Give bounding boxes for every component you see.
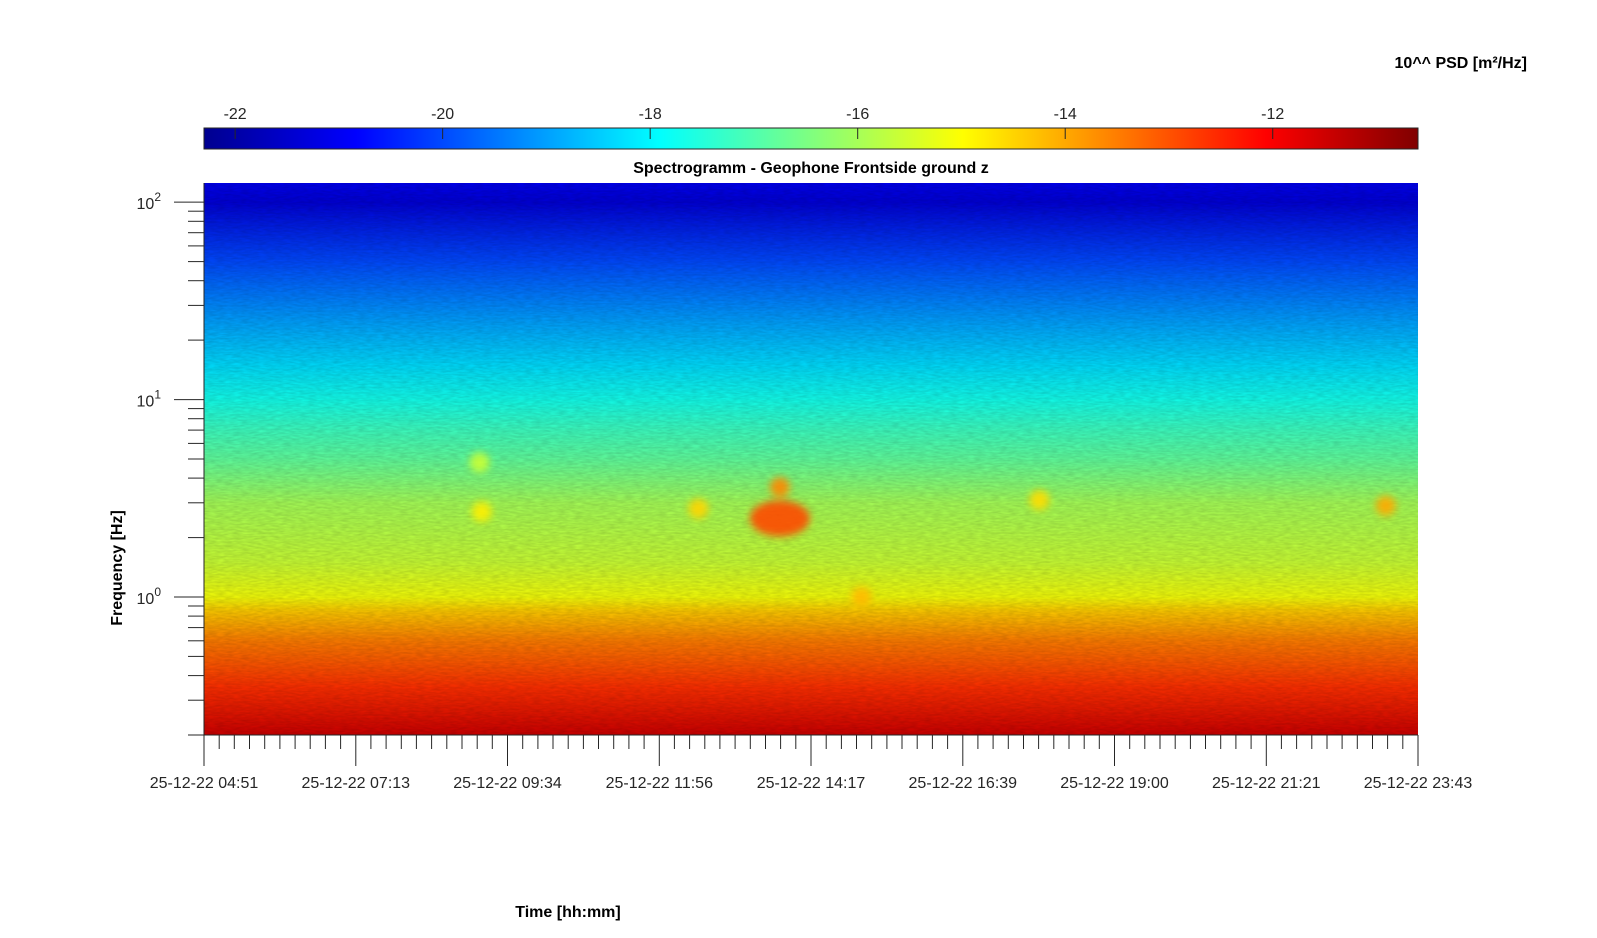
event-blob <box>471 501 492 522</box>
x-tick-label: 25-12-22 16:39 <box>909 775 1018 792</box>
x-tick-label: 25-12-22 23:43 <box>1364 775 1473 792</box>
event-blob <box>749 500 810 537</box>
colorbar-tick-label: -20 <box>431 106 454 123</box>
colorbar-tick-label: -18 <box>639 106 662 123</box>
x-tick-label: 25-12-22 09:34 <box>453 775 562 792</box>
colorbar-ticks: -22 -20 -18 -16 -14 -12 <box>224 106 1284 139</box>
spectrogram-events <box>469 452 1396 607</box>
spectrogram-texture <box>204 183 1418 735</box>
event-blob <box>769 477 790 498</box>
colorbar: -22 -20 -18 -16 -14 -12 <box>203 106 1419 150</box>
x-tick-label: 25-12-22 21:21 <box>1212 775 1321 792</box>
event-blob <box>851 587 872 607</box>
y-tick-label: 101 <box>137 388 162 411</box>
y-axis: 102 101 100 <box>137 183 205 736</box>
x-tick-label: 25-12-22 07:13 <box>302 775 411 792</box>
colorbar-tick-label: -22 <box>224 106 247 123</box>
y-tick-label: 102 <box>137 190 162 213</box>
event-blob <box>469 452 490 473</box>
colorbar-tick-label: -14 <box>1054 106 1077 123</box>
colorbar-bar <box>203 127 1419 150</box>
event-blob <box>1029 490 1050 510</box>
colorbar-label: 10^^ PSD [m²/Hz] <box>1395 55 1527 72</box>
event-blob <box>688 498 709 519</box>
x-axis-label: Time [hh:mm] <box>515 904 620 921</box>
x-tick-label: 25-12-22 19:00 <box>1060 775 1169 792</box>
colorbar-tick-label: -12 <box>1261 106 1284 123</box>
x-tick-label: 25-12-22 14:17 <box>757 775 866 792</box>
y-tick-label: 100 <box>137 585 162 608</box>
spectrogram-plot <box>204 183 1418 735</box>
chart-title: Spectrogramm - Geophone Frontside ground… <box>633 160 989 177</box>
colorbar-tick-label: -16 <box>846 106 869 123</box>
x-axis: 25-12-22 04:51 25-12-22 07:13 25-12-22 09:… <box>150 734 1473 792</box>
y-axis-label: Frequency [Hz] <box>109 510 126 626</box>
event-blob <box>1375 495 1396 516</box>
x-tick-label: 25-12-22 04:51 <box>150 775 259 792</box>
x-tick-label: 25-12-22 11:56 <box>606 775 713 792</box>
